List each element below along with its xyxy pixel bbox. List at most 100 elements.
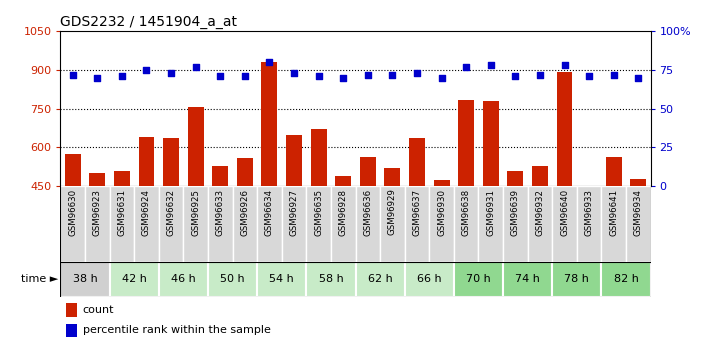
Text: GSM96631: GSM96631 — [117, 189, 127, 236]
Bar — [602, 262, 651, 297]
Text: 50 h: 50 h — [220, 275, 245, 284]
Text: 54 h: 54 h — [269, 275, 294, 284]
Text: GSM96639: GSM96639 — [510, 189, 520, 236]
Bar — [183, 186, 208, 262]
Text: 74 h: 74 h — [515, 275, 540, 284]
Bar — [257, 186, 282, 262]
Text: GSM96630: GSM96630 — [68, 189, 77, 236]
Bar — [532, 166, 548, 186]
Text: GDS2232 / 1451904_a_at: GDS2232 / 1451904_a_at — [60, 14, 237, 29]
Bar — [602, 186, 626, 262]
Bar — [503, 262, 552, 297]
Text: GSM96633: GSM96633 — [215, 189, 225, 236]
Point — [239, 73, 250, 79]
Text: GSM96640: GSM96640 — [560, 189, 569, 236]
Point — [436, 75, 447, 80]
Bar — [286, 135, 302, 186]
Text: GSM96929: GSM96929 — [388, 189, 397, 235]
Bar — [630, 178, 646, 186]
Text: 66 h: 66 h — [417, 275, 442, 284]
Bar — [581, 186, 597, 190]
Bar — [552, 186, 577, 262]
Bar — [508, 171, 523, 186]
Bar — [188, 107, 203, 186]
Bar — [380, 186, 405, 262]
Bar — [557, 72, 572, 186]
Text: GSM96925: GSM96925 — [191, 189, 201, 236]
Text: GSM96638: GSM96638 — [461, 189, 471, 236]
Bar — [208, 262, 257, 297]
Bar — [311, 129, 326, 186]
Text: count: count — [83, 305, 114, 315]
Point — [338, 75, 349, 80]
Point — [387, 72, 398, 77]
Bar — [208, 186, 232, 262]
Bar — [262, 62, 277, 186]
Bar — [232, 186, 257, 262]
Bar — [552, 262, 602, 297]
Bar — [60, 262, 109, 297]
Point — [67, 72, 78, 77]
Point — [461, 64, 472, 70]
Bar — [385, 168, 400, 186]
Bar — [331, 186, 356, 262]
Text: 42 h: 42 h — [122, 275, 146, 284]
Text: 62 h: 62 h — [368, 275, 392, 284]
Bar — [257, 262, 306, 297]
Text: GSM96635: GSM96635 — [314, 189, 323, 236]
Bar — [458, 100, 474, 186]
Bar — [577, 186, 602, 262]
Bar — [306, 186, 331, 262]
Point — [141, 67, 152, 73]
Bar — [454, 262, 503, 297]
Point — [166, 70, 177, 76]
Bar — [528, 186, 552, 262]
Bar — [66, 324, 77, 337]
Text: GSM96934: GSM96934 — [634, 189, 643, 236]
Bar — [454, 186, 479, 262]
Bar — [237, 158, 253, 186]
Point — [190, 64, 201, 70]
Bar — [360, 157, 376, 186]
Point — [116, 73, 127, 79]
Bar — [159, 186, 183, 262]
Bar — [282, 186, 306, 262]
Point — [362, 72, 373, 77]
Bar — [479, 186, 503, 262]
Text: GSM96924: GSM96924 — [142, 189, 151, 236]
Text: GSM96634: GSM96634 — [265, 189, 274, 236]
Text: 58 h: 58 h — [319, 275, 343, 284]
Bar — [626, 186, 651, 262]
Bar — [434, 180, 449, 186]
Text: GSM96932: GSM96932 — [535, 189, 545, 236]
Bar — [60, 186, 85, 262]
Text: percentile rank within the sample: percentile rank within the sample — [83, 325, 271, 335]
Point — [485, 62, 496, 68]
Text: GSM96923: GSM96923 — [93, 189, 102, 236]
Bar — [213, 166, 228, 186]
Text: GSM96632: GSM96632 — [166, 189, 176, 236]
Bar — [114, 171, 130, 186]
Text: GSM96928: GSM96928 — [338, 189, 348, 236]
Bar — [134, 186, 159, 262]
Bar — [85, 186, 109, 262]
Text: 46 h: 46 h — [171, 275, 196, 284]
Point — [559, 62, 570, 68]
Text: GSM96927: GSM96927 — [289, 189, 299, 236]
Point — [584, 73, 595, 79]
Bar — [356, 186, 380, 262]
Text: 78 h: 78 h — [565, 275, 589, 284]
Bar — [606, 157, 621, 186]
Text: GSM96931: GSM96931 — [486, 189, 496, 236]
Text: GSM96933: GSM96933 — [584, 189, 594, 236]
Point — [264, 59, 275, 65]
Bar — [483, 101, 498, 186]
Bar — [109, 186, 134, 262]
Bar — [429, 186, 454, 262]
Bar — [409, 138, 425, 186]
Text: 38 h: 38 h — [73, 275, 97, 284]
Point — [633, 75, 644, 80]
Bar — [356, 262, 405, 297]
Point — [510, 73, 521, 79]
Bar — [66, 304, 77, 317]
